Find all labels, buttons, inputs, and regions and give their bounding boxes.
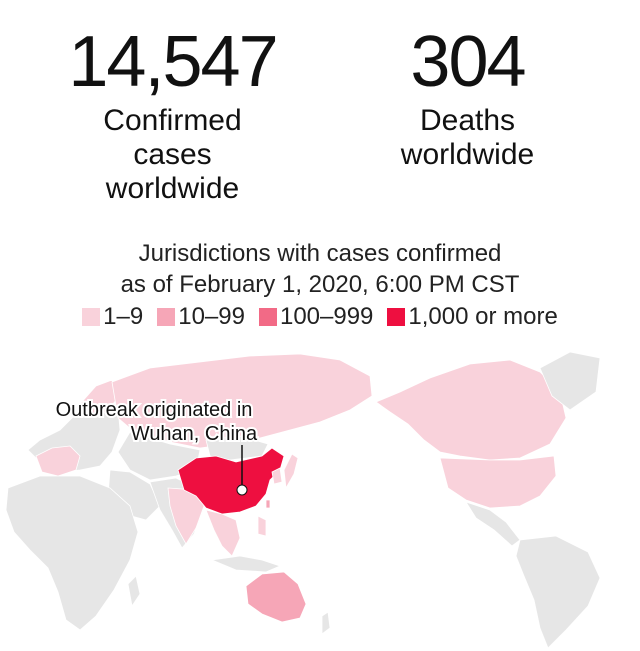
usa-region [439,455,557,509]
map-subtitle: Jurisdictions with cases confirmed as of… [120,240,520,298]
new-zealand-region [321,611,331,635]
legend-label: 1–9 [103,303,144,330]
legend-swatch [258,308,277,326]
alaska-canada-region [375,359,567,461]
deaths-label: Deaths worldwide [400,104,535,171]
legend-swatch [157,308,176,326]
philippines-region [257,515,267,537]
taiwan-region [265,499,271,509]
australia-region [245,571,307,623]
russia-region [111,353,373,449]
greenland-region [539,351,601,411]
annotation-line-1: Outbreak originated in [56,399,253,421]
central-asia-region [117,431,201,481]
legend-item-1000-plus: 1,000 or more [387,303,558,331]
annotation-line-2: Wuhan, China [131,423,258,445]
legend-label: 1,000 or more [408,303,558,330]
western-europe-cases [35,445,81,477]
indonesia-region [210,555,282,573]
madagascar-region [127,575,141,608]
legend-item-1-9: 1–9 [82,303,143,331]
confirmed-cases-label: Confirmed cases worldwide [103,104,242,205]
legend-item-100-999: 100–999 [258,303,374,331]
southeast-asia-region [205,509,241,557]
legend-label: 10–99 [178,303,245,330]
deaths-stat: 304 Deaths worldwide [340,22,595,172]
deaths-number: 304 [410,22,526,102]
confirmed-cases-number: 14,547 [68,22,278,102]
legend-label: 100–999 [279,303,374,330]
legend-swatch [82,308,101,326]
world-map: Outbreak originated in Wuhan, China [5,351,601,649]
africa-region [5,475,139,631]
korea-region [271,467,283,485]
confirmed-cases-stat: 14,547 Confirmed cases worldwide [40,22,305,206]
map-legend: 1–9 10–99 100–999 1,000 or more [0,303,640,331]
legend-item-10-99: 10–99 [157,303,245,331]
south-america-region [515,535,601,649]
japan-region [283,453,299,490]
china-region [177,447,285,515]
wuhan-marker [236,484,248,496]
mexico-central-america-region [465,501,521,547]
legend-swatch [387,308,406,326]
